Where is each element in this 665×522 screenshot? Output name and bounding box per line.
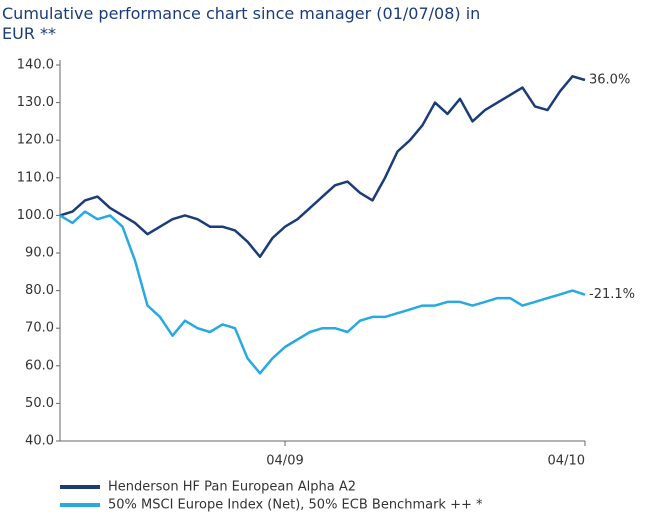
y-tick-label: 110.0 xyxy=(17,170,54,185)
title-line: EUR ** xyxy=(2,24,56,43)
y-tick-label: 50.0 xyxy=(25,396,54,411)
legend-label: Henderson HF Pan European Alpha A2 xyxy=(108,480,356,495)
x-tick-label: 04/10 xyxy=(548,454,585,469)
title-line: Cumulative performance chart since manag… xyxy=(2,4,480,23)
y-tick-label: 40.0 xyxy=(25,434,54,449)
y-tick-label: 80.0 xyxy=(25,283,54,298)
chart-title: Cumulative performance chart since manag… xyxy=(2,4,480,43)
y-tick-label: 140.0 xyxy=(17,58,54,73)
y-tick-label: 90.0 xyxy=(25,246,54,261)
y-tick-label: 70.0 xyxy=(25,321,54,336)
end-label: -21.1% xyxy=(589,287,635,302)
y-tick-label: 120.0 xyxy=(17,133,54,148)
legend-label: 50% MSCI Europe Index (Net), 50% ECB Ben… xyxy=(108,498,483,513)
y-tick-label: 100.0 xyxy=(17,208,54,223)
y-tick-label: 60.0 xyxy=(25,358,54,373)
series-line xyxy=(59,75,586,259)
series-line xyxy=(59,210,586,375)
x-tick-label: 04/09 xyxy=(266,454,303,469)
end-label: 36.0% xyxy=(589,73,630,88)
y-tick-label: 130.0 xyxy=(17,95,54,110)
